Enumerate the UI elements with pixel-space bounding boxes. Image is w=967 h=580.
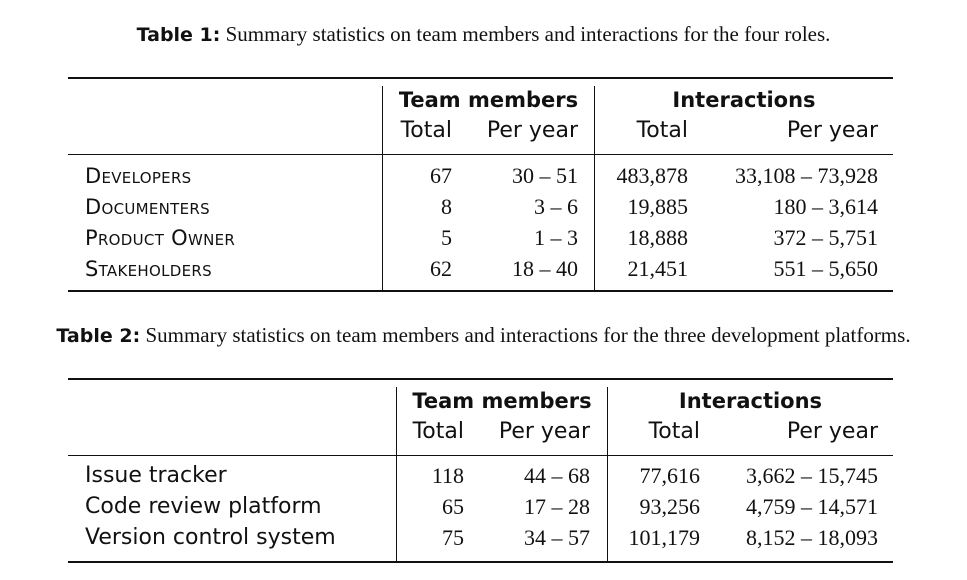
table1-header-interactions-total: Total [636,118,688,143]
table2-caption-text: Summary statistics on team members and i… [140,323,911,347]
table1-row-interactions-total: 483,878 [616,163,689,188]
table2-header-interactions-total: Total [648,419,700,444]
table2-row-members-total: 75 [442,525,464,550]
table2-header-interactions-per-year: Per year [786,419,878,444]
table1-group-members: Team members [398,88,579,112]
table1-row-members-per-year: 30 – 51 [512,163,578,188]
table1-header-members-total: Total [400,118,452,143]
table1-row-members-per-year: 3 – 6 [534,194,578,219]
table1-group-interactions: Interactions [672,88,816,112]
table2-row-interactions-per-year: 3,662 – 15,745 [746,463,878,488]
table2-row-members-per-year: 44 – 68 [524,463,590,488]
table2-group-members: Team members [412,389,592,413]
table2-row-interactions-total: 77,616 [639,463,701,488]
table1-row-members-per-year: 1 – 3 [534,225,578,250]
table1-caption-label: Table 1: [136,24,221,46]
table2-row-interactions-total: 93,256 [639,494,701,519]
table1-row-name: Documenters [85,195,210,219]
table1-row-members-total: 5 [441,225,452,250]
table1-header-members-per-year: Per year [486,118,578,143]
table1-row-members-total: 67 [430,163,452,188]
table2-row-interactions-total: 101,179 [628,525,701,550]
table2-top-rule [68,378,893,380]
table1-row-interactions-per-year: 180 – 3,614 [773,194,879,219]
table2-header-members-per-year: Per year [498,419,590,444]
table1-row-members-total: 8 [441,194,452,219]
table2-divider-left [396,387,397,561]
table2-mid-rule [68,455,893,456]
table2-row-interactions-per-year: 8,152 – 18,093 [746,525,878,550]
table1-row-interactions-total: 19,885 [627,194,689,219]
table1-caption-text: Summary statistics on team members and i… [220,22,831,46]
table2-row-interactions-per-year: 4,759 – 14,571 [746,494,878,519]
table2-row-name: Code review platform [85,494,322,519]
table1-divider-left [382,86,383,290]
table2-header-members-total: Total [412,419,464,444]
table2-row-members-total: 65 [442,494,464,519]
table1-row-interactions-total: 21,451 [627,256,689,281]
table2-row-members-per-year: 34 – 57 [524,525,590,550]
table1-row-name: Product Owner [85,226,236,250]
table1-row-members-total: 62 [430,256,452,281]
table1-row-members-per-year: 18 – 40 [512,256,578,281]
table1-row-interactions-per-year: 551 – 5,650 [773,256,879,281]
table2-divider-right [607,387,608,561]
table1-row-interactions-per-year: 33,108 – 73,928 [735,163,878,188]
table1-divider-right [594,86,595,290]
table1-row-interactions-per-year: 372 – 5,751 [773,225,879,250]
table1-caption: Table 1: Summary statistics on team memb… [0,22,967,47]
table1-row-interactions-total: 18,888 [627,225,689,250]
table1-row-name: Developers [85,164,192,188]
table2-bottom-rule [68,561,893,563]
table1-header-interactions-per-year: Per year [786,118,878,143]
table1-bottom-rule [68,290,893,292]
table1-top-rule [68,77,893,79]
table1-row-name: Stakeholders [85,257,212,281]
table2-row-members-per-year: 17 – 28 [524,494,590,519]
table1-mid-rule [68,154,893,155]
table2-caption: Table 2: Summary statistics on team memb… [0,323,967,348]
table2-caption-label: Table 2: [56,325,141,347]
table2-row-members-total: 118 [431,463,464,488]
table2-row-name: Issue tracker [85,463,227,488]
table2-group-interactions: Interactions [678,389,823,413]
table2-row-name: Version control system [85,525,336,550]
